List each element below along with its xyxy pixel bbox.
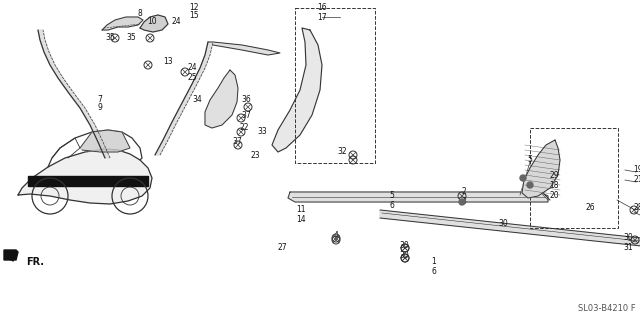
Text: 17: 17 — [317, 12, 327, 21]
Text: 24: 24 — [171, 18, 181, 26]
Text: 9: 9 — [97, 103, 102, 113]
Polygon shape — [522, 140, 560, 198]
Text: 31: 31 — [623, 243, 633, 253]
Text: 14: 14 — [296, 216, 306, 225]
Text: 10: 10 — [147, 18, 157, 26]
Polygon shape — [208, 42, 280, 55]
Text: 30: 30 — [399, 241, 409, 250]
Text: 12: 12 — [189, 3, 199, 11]
Text: 32: 32 — [337, 147, 347, 157]
Polygon shape — [288, 192, 548, 202]
Text: 5: 5 — [527, 154, 532, 164]
Text: FR.: FR. — [26, 257, 44, 267]
Text: 30: 30 — [399, 251, 409, 261]
Text: 30: 30 — [498, 219, 508, 227]
Text: 37: 37 — [241, 110, 251, 120]
Text: 11: 11 — [296, 205, 306, 214]
Text: 28: 28 — [633, 204, 640, 212]
Text: 29: 29 — [549, 170, 559, 180]
Text: 35: 35 — [126, 33, 136, 42]
Text: 18: 18 — [549, 181, 559, 189]
Text: 35: 35 — [105, 33, 115, 42]
Text: 6: 6 — [390, 201, 394, 210]
Polygon shape — [140, 15, 168, 32]
Text: 33: 33 — [257, 128, 267, 137]
Polygon shape — [380, 210, 640, 248]
Polygon shape — [272, 28, 322, 152]
Polygon shape — [38, 30, 110, 158]
Text: 4: 4 — [333, 232, 339, 241]
Text: 37: 37 — [232, 137, 242, 146]
Text: 23: 23 — [250, 151, 260, 160]
Text: 3: 3 — [461, 197, 467, 205]
Text: 6: 6 — [431, 266, 436, 276]
Polygon shape — [205, 70, 238, 128]
Text: 15: 15 — [189, 11, 199, 19]
Circle shape — [527, 182, 533, 188]
Polygon shape — [102, 17, 143, 30]
Polygon shape — [4, 250, 18, 260]
Text: 36: 36 — [241, 95, 251, 105]
Text: SL03-B4210 F: SL03-B4210 F — [579, 304, 636, 313]
Text: 8: 8 — [138, 10, 142, 19]
Text: 30: 30 — [623, 234, 633, 242]
Text: 2: 2 — [461, 188, 467, 197]
Text: 7: 7 — [97, 95, 102, 105]
Text: 16: 16 — [317, 4, 327, 12]
Text: 24: 24 — [187, 63, 197, 72]
Circle shape — [520, 175, 526, 181]
Text: 26: 26 — [585, 204, 595, 212]
Text: 27: 27 — [277, 243, 287, 253]
Text: 13: 13 — [163, 57, 173, 66]
Polygon shape — [28, 176, 148, 186]
Text: 21: 21 — [633, 175, 640, 184]
Text: 25: 25 — [187, 73, 197, 83]
Text: 1: 1 — [431, 257, 436, 266]
Polygon shape — [18, 149, 152, 204]
Text: 5: 5 — [390, 191, 394, 201]
Text: 34: 34 — [192, 95, 202, 105]
Polygon shape — [155, 42, 213, 155]
Circle shape — [459, 199, 465, 205]
Text: 20: 20 — [549, 190, 559, 199]
Polygon shape — [80, 130, 130, 152]
Text: 22: 22 — [239, 123, 249, 132]
Text: 19: 19 — [633, 166, 640, 174]
